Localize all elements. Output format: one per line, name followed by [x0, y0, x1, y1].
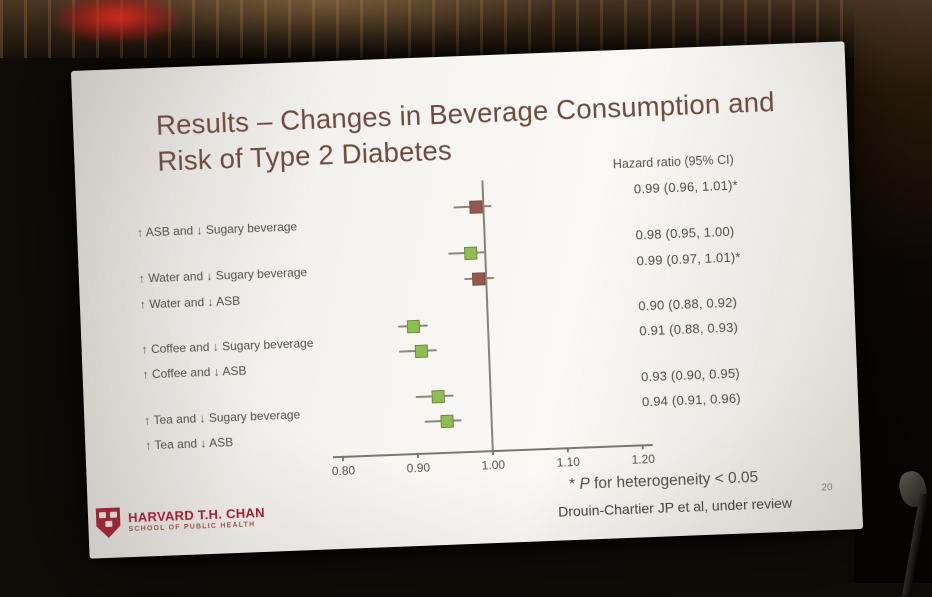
forest-row-label: ↑ Water and ↓ ASB — [139, 293, 241, 312]
x-axis-tick — [417, 452, 419, 459]
x-axis-tick — [492, 450, 494, 456]
forest-row-label: ↑ Coffee and ↓ Sugary beverage — [141, 335, 314, 357]
harvard-logo-text: HARVARD T.H. CHAN SCHOOL OF PUBLIC HEALT… — [128, 505, 266, 534]
x-axis-tick — [342, 455, 344, 461]
projection-slide: Results – Changes in Beverage Consumptio… — [70, 41, 864, 559]
x-axis-tick — [641, 444, 644, 450]
forest-row-label: ↑ Tea and ↓ Sugary beverage — [144, 407, 301, 428]
hazard-ratio-value: 0.94 (0.91, 0.96) — [641, 390, 742, 410]
hazard-ratio-value: 0.90 (0.88, 0.92) — [638, 294, 738, 314]
hr-marker — [406, 319, 420, 333]
forest-row-label: ↑ Coffee and ↓ ASB — [142, 363, 247, 382]
hr-marker — [414, 344, 429, 358]
reference-line — [481, 180, 494, 451]
x-axis-tick-label: 1.20 — [631, 451, 656, 467]
x-axis-tick-label: 0.80 — [331, 463, 356, 479]
x-axis-tick-label: 1.00 — [481, 457, 506, 473]
hr-marker — [431, 389, 445, 403]
hazard-ratio-value: 0.93 (0.90, 0.95) — [640, 365, 741, 385]
harvard-shield-icon — [96, 507, 121, 538]
forest-row-label: ↑ Water and ↓ Sugary beverage — [138, 265, 308, 286]
x-axis-tick — [566, 447, 569, 453]
hr-marker — [471, 271, 486, 286]
hazard-ratio-value: 0.99 (0.97, 1.01)* — [636, 249, 741, 269]
hazard-ratio-value: 0.99 (0.96, 1.01)* — [633, 177, 739, 197]
hr-marker — [469, 199, 483, 214]
red-light-glow — [52, 0, 184, 44]
forest-row-label: ↑ ASB and ↓ Sugary beverage — [136, 219, 298, 240]
hazard-ratio-value: 0.98 (0.95, 1.00) — [635, 223, 735, 243]
x-axis-tick-label: 1.10 — [556, 454, 581, 470]
forest-row-label: ↑ Tea and ↓ ASB — [145, 435, 234, 453]
footnote-p-italic: P — [579, 475, 591, 493]
page-number: 20 — [821, 482, 833, 494]
hazard-ratio-value: 0.91 (0.88, 0.93) — [639, 319, 739, 339]
x-axis-tick-label: 0.90 — [406, 460, 431, 476]
hr-marker — [439, 414, 454, 428]
hr-marker — [463, 246, 477, 260]
